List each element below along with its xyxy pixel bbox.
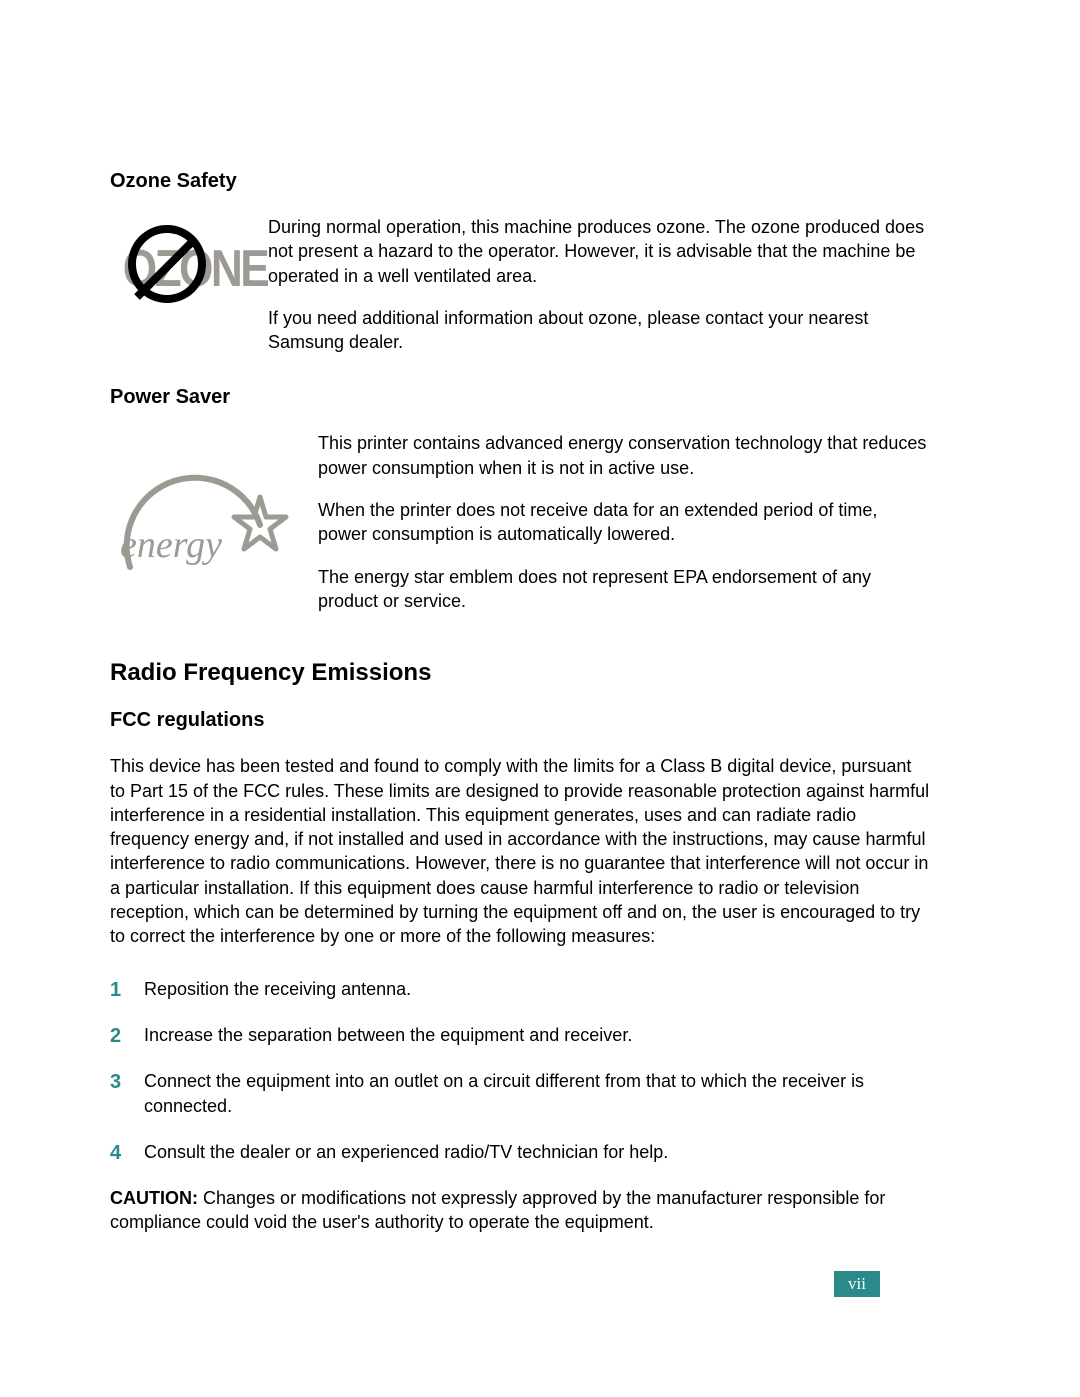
ozone-p1: During normal operation, this machine pr… (268, 215, 930, 288)
power-saver-section: Power Saver energy This printer contains… (110, 386, 930, 631)
ozone-row: OZONE During normal operation, this mach… (110, 215, 930, 372)
svg-text:energy: energy (120, 524, 222, 566)
fcc-measures-list: Reposition the receiving antenna. Increa… (110, 977, 930, 1164)
power-p1: This printer contains advanced energy co… (318, 431, 930, 480)
fcc-section: FCC regulations This device has been tes… (110, 709, 930, 1234)
rf-heading: Radio Frequency Emissions (110, 659, 930, 687)
page-number: vii (834, 1271, 880, 1297)
power-row: energy This printer contains advanced en… (110, 431, 930, 631)
ozone-heading: Ozone Safety (110, 170, 930, 193)
energy-star-icon: energy (110, 437, 290, 587)
power-icon-col: energy (110, 431, 290, 592)
power-p3: The energy star emblem does not represen… (318, 565, 930, 614)
list-item: Consult the dealer or an experienced rad… (110, 1140, 930, 1164)
power-p2: When the printer does not receive data f… (318, 498, 930, 547)
list-item: Reposition the receiving antenna. (110, 977, 930, 1001)
power-heading: Power Saver (110, 386, 930, 409)
caution-paragraph: CAUTION: Changes or modifications not ex… (110, 1186, 930, 1235)
ozone-safety-section: Ozone Safety OZONE During normal operati… (110, 170, 930, 372)
caution-label: CAUTION: (110, 1188, 198, 1208)
document-page: Ozone Safety OZONE During normal operati… (0, 0, 1080, 1397)
ozone-icon-col: OZONE (110, 215, 240, 329)
fcc-body: This device has been tested and found to… (110, 754, 930, 948)
no-ozone-icon: OZONE (110, 219, 240, 329)
ozone-text-col: During normal operation, this machine pr… (268, 215, 930, 372)
list-item: Connect the equipment into an outlet on … (110, 1069, 930, 1118)
power-text-col: This printer contains advanced energy co… (318, 431, 930, 631)
ozone-p2: If you need additional information about… (268, 306, 930, 355)
list-item: Increase the separation between the equi… (110, 1023, 930, 1047)
caution-body: Changes or modifications not expressly a… (110, 1188, 885, 1232)
fcc-heading: FCC regulations (110, 709, 930, 732)
